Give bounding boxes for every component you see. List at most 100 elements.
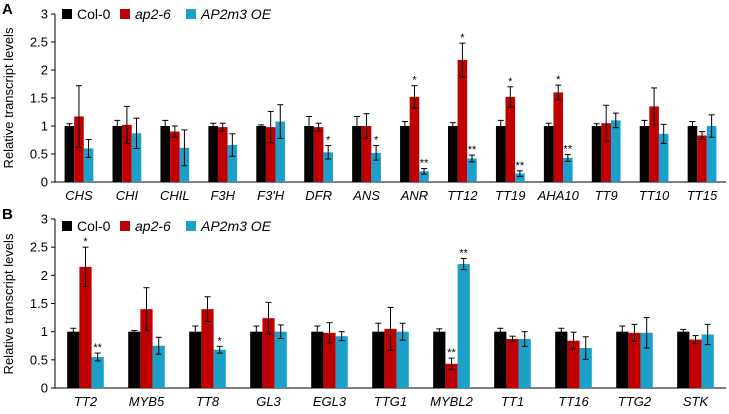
significance-marker: * [556, 74, 561, 86]
bar-ap2m3-oe [371, 152, 381, 182]
category-label: EGL3 [313, 394, 347, 409]
panel-label: B [2, 206, 13, 223]
bar-col0 [64, 126, 75, 182]
y-tick-label: 2.5 [30, 240, 48, 255]
bar-ap2m3-oe [213, 349, 226, 388]
category-label: F3H [210, 188, 235, 203]
bar-ap2-6 [689, 339, 702, 388]
bar-ap2m3-oe [640, 332, 653, 388]
bar-ap2m3-oe [467, 158, 477, 182]
bar-col0 [352, 126, 362, 182]
bar-ap2m3-oe [227, 145, 238, 182]
bar-ap2-6 [445, 363, 458, 388]
significance-marker: ** [468, 144, 477, 156]
y-tick-label: 0 [41, 175, 48, 190]
category-label: ANS [352, 188, 380, 203]
bar-ap2-6 [217, 127, 228, 182]
bar-col0 [433, 331, 446, 388]
bar-ap2m3-oe [131, 133, 142, 182]
bar-ap2-6 [457, 59, 468, 182]
bar-ap2m3-oe [706, 126, 717, 182]
panel-label: A [2, 1, 13, 18]
category-label: CHIL [160, 188, 190, 203]
bar-col0 [128, 331, 141, 388]
bar-col0 [494, 331, 507, 388]
bar-col0 [256, 126, 266, 182]
category-label: TT12 [447, 188, 478, 203]
significance-marker: ** [564, 144, 573, 156]
bar-ap2-6 [553, 92, 564, 182]
bar-col0 [400, 126, 410, 182]
significance-marker: ** [420, 158, 429, 170]
legend-label-col0: Col-0 [77, 6, 111, 22]
category-label: TT15 [687, 188, 718, 203]
y-tick-label: 3 [41, 7, 48, 22]
bar-col0 [639, 126, 650, 182]
bar-col0 [304, 126, 314, 182]
bar-col0 [543, 126, 554, 182]
bar-ap2-6 [122, 124, 132, 182]
bar-ap2-6 [170, 131, 180, 182]
bar-col0 [555, 331, 568, 388]
y-tick-label: 1.5 [30, 296, 48, 311]
significance-marker: * [83, 236, 88, 248]
y-axis-label: Relative transcript levels [1, 27, 16, 168]
bar-ap2-6 [567, 340, 580, 388]
significance-marker: ** [516, 160, 525, 172]
y-tick-label: 2.5 [30, 35, 48, 50]
bar-ap2m3-oe [701, 334, 714, 388]
significance-marker: * [374, 135, 379, 147]
significance-marker: * [460, 32, 465, 44]
significance-marker: * [326, 135, 331, 147]
bar-ap2-6 [697, 135, 707, 182]
legend-label-ap2-6: ap2-6 [135, 218, 171, 234]
category-label: TT1 [501, 394, 524, 409]
bar-col0 [160, 126, 171, 182]
y-tick-label: 3 [41, 212, 48, 227]
bar-col0 [208, 126, 218, 182]
category-label: TT19 [495, 188, 525, 203]
category-label: F3'H [257, 188, 285, 203]
y-tick-label: 0 [41, 381, 48, 396]
legend-label-ap2m3-oe: AP2m3 OE [200, 6, 272, 22]
bar-col0 [112, 126, 123, 182]
category-label: GL3 [256, 394, 281, 409]
y-tick-label: 0.5 [30, 352, 48, 367]
y-tick-label: 1 [41, 324, 48, 339]
category-label: TT10 [639, 188, 670, 203]
bar-ap2m3-oe [579, 348, 592, 388]
legend-label-col0: Col-0 [77, 218, 111, 234]
bar-ap2m3-oe [610, 120, 621, 182]
category-label: TT9 [595, 188, 618, 203]
significance-marker: ** [93, 342, 102, 354]
bar-ap2-6 [323, 332, 336, 388]
legend-label-ap2m3-oe: AP2m3 OE [200, 218, 272, 234]
bar-ap2-6 [384, 328, 397, 388]
legend-label-ap2-6: ap2-6 [135, 6, 171, 22]
bar-col0 [372, 331, 385, 388]
bar-ap2m3-oe [275, 121, 286, 182]
category-label: TTG1 [374, 394, 407, 409]
bar-ap2-6 [265, 127, 276, 182]
category-label: TT2 [74, 394, 98, 409]
bar-ap2-6 [361, 126, 372, 182]
significance-marker: ** [447, 347, 456, 359]
bar-ap2-6 [649, 106, 659, 182]
bar-ap2-6 [140, 309, 153, 388]
panel-a: A Relative transcript levels 0 0.5 1 1.5 2 2.5 3… [1, 1, 726, 203]
significance-marker: ** [459, 247, 468, 259]
y-tick-label: 0.5 [30, 147, 48, 162]
y-tick-label: 2 [41, 63, 48, 78]
category-label: CHI [116, 188, 139, 203]
category-label: TT8 [196, 394, 220, 409]
bar-col0 [311, 331, 324, 388]
bar-ap2-6 [313, 127, 324, 182]
bar-col0 [67, 331, 80, 388]
category-label: DFR [305, 188, 332, 203]
category-label: TTG2 [618, 394, 652, 409]
significance-marker: * [218, 335, 223, 347]
category-label: MYB5 [129, 394, 165, 409]
bar-ap2m3-oe [323, 152, 333, 182]
category-label: TT16 [558, 394, 589, 409]
panel-b: B Relative transcript levels 0 0.5 1 1.5 2 2.5 3… [1, 206, 726, 409]
